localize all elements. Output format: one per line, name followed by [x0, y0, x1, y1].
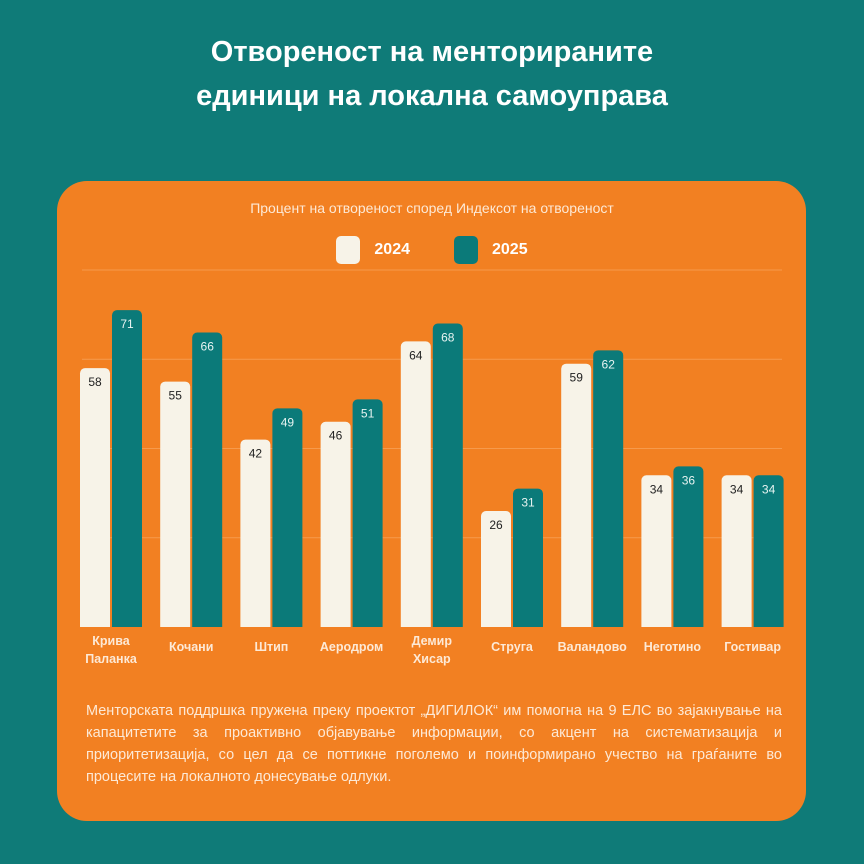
bar-2024	[320, 421, 351, 633]
bar-2024	[240, 439, 271, 633]
category-label: Неготино	[644, 640, 702, 654]
data-label-2025: 49	[281, 415, 295, 429]
bar-2024	[400, 341, 431, 633]
data-label-2025: 66	[201, 339, 215, 353]
baseline-mask	[57, 627, 806, 635]
data-label-2025: 71	[120, 317, 134, 331]
bar-2025	[593, 350, 624, 633]
legend-item-2024: 2024	[336, 236, 410, 264]
bar-2025	[192, 332, 223, 633]
bar-2024	[721, 475, 752, 633]
category-label: Крива	[92, 634, 130, 648]
chart-title: Процент на отвореност според Индексот на…	[250, 200, 614, 216]
title-line-2: единици на локална самоуправа	[196, 80, 668, 112]
bar-2024	[561, 363, 592, 633]
category-label: Аеродром	[320, 640, 383, 654]
data-label-2024: 55	[169, 389, 183, 403]
bar-2024	[80, 368, 110, 633]
category-label: Валандово	[558, 640, 628, 654]
category-label: Струга	[491, 640, 534, 654]
data-label-2025: 68	[441, 331, 455, 345]
title-line-1: Отвореност на менторираните	[210, 36, 654, 68]
category-label: Хисар	[413, 652, 451, 666]
legend-label-2024: 2024	[374, 241, 410, 258]
legend: 2024 2025	[0, 236, 864, 264]
category-label: Штип	[254, 640, 288, 654]
data-label-2025: 31	[521, 496, 535, 510]
data-label-2024: 26	[489, 518, 503, 532]
page-title: Отвореност на менторираните единици на л…	[0, 30, 864, 118]
data-label-2025: 34	[762, 482, 776, 496]
category-label: Паланка	[85, 652, 138, 666]
legend-swatch-2024	[336, 236, 361, 264]
data-label-2024: 59	[570, 371, 584, 385]
bar-2024	[481, 510, 511, 633]
category-label: Демир	[412, 634, 453, 648]
category-label: Гостивар	[724, 640, 781, 654]
legend-swatch-2025	[454, 236, 478, 264]
data-label-2024: 34	[730, 482, 744, 496]
description-text: Менторската поддршка пружена преку проек…	[86, 703, 782, 785]
data-label-2024: 58	[88, 375, 102, 389]
data-label-2024: 42	[249, 447, 263, 461]
data-label-2024: 34	[650, 482, 664, 496]
data-label-2025: 62	[602, 357, 616, 371]
data-label-2024: 64	[409, 348, 423, 362]
legend-label-2025: 2025	[492, 241, 528, 258]
data-label-2024: 46	[329, 429, 343, 443]
category-label: Кочани	[169, 640, 213, 654]
bar-2025	[272, 408, 303, 633]
bar-2024	[160, 381, 191, 633]
bar-2025	[513, 488, 543, 633]
bar-2025	[673, 466, 704, 633]
legend-item-2025: 2025	[454, 236, 528, 264]
bar-2025	[432, 323, 463, 633]
data-label-2025: 51	[361, 406, 375, 420]
bar-2025	[112, 310, 142, 633]
bar-2025	[352, 399, 383, 633]
bar-2024	[641, 475, 672, 633]
data-label-2025: 36	[682, 473, 696, 487]
bar-2025	[753, 475, 784, 633]
